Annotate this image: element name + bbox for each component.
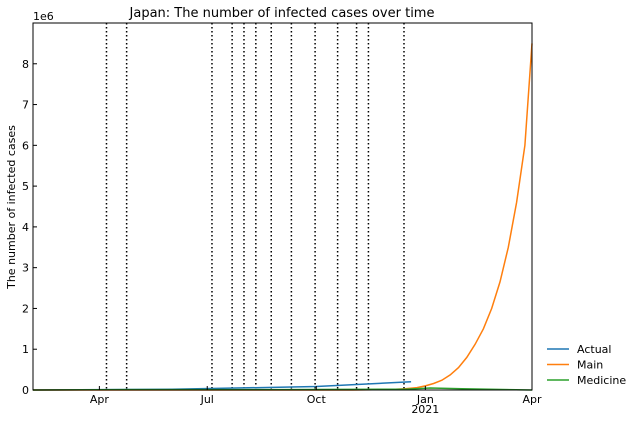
y-tick-label: 8 — [22, 58, 29, 71]
y-tick-label: 7 — [22, 99, 29, 112]
y-tick-label: 5 — [22, 180, 29, 193]
legend: Actual Main Medicine — [547, 343, 626, 387]
y-tick-label: 2 — [22, 302, 29, 315]
x-tick-label: Jul — [200, 393, 214, 406]
y-tick-label: 3 — [22, 262, 29, 275]
x-tick-label: Oct — [307, 393, 327, 406]
x-tick-label: Jan — [416, 393, 434, 406]
legend-label-medicine: Medicine — [577, 374, 626, 387]
plot-area — [32, 22, 533, 391]
series-line-main — [33, 43, 533, 391]
x-tick-label: Apr — [90, 393, 110, 406]
legend-label-main: Main — [577, 359, 603, 372]
vertical-marker-lines — [105, 23, 405, 390]
y-tick-label: 1 — [22, 343, 29, 356]
y-offset-label: 1e6 — [33, 10, 54, 23]
y-axis: 0 1 2 3 4 5 6 7 8 — [22, 58, 37, 397]
legend-label-actual: Actual — [577, 343, 611, 356]
x-tick-sublabel: 2021 — [411, 403, 439, 416]
y-axis-label: The number of infected cases — [5, 125, 18, 290]
chart-title: Japan: The number of infected cases over… — [129, 6, 435, 21]
x-tick-label: Apr — [522, 393, 542, 406]
y-tick-label: 4 — [22, 221, 29, 234]
y-tick-label: 6 — [22, 139, 29, 152]
series-lines — [32, 43, 533, 391]
y-tick-label: 0 — [22, 384, 29, 397]
